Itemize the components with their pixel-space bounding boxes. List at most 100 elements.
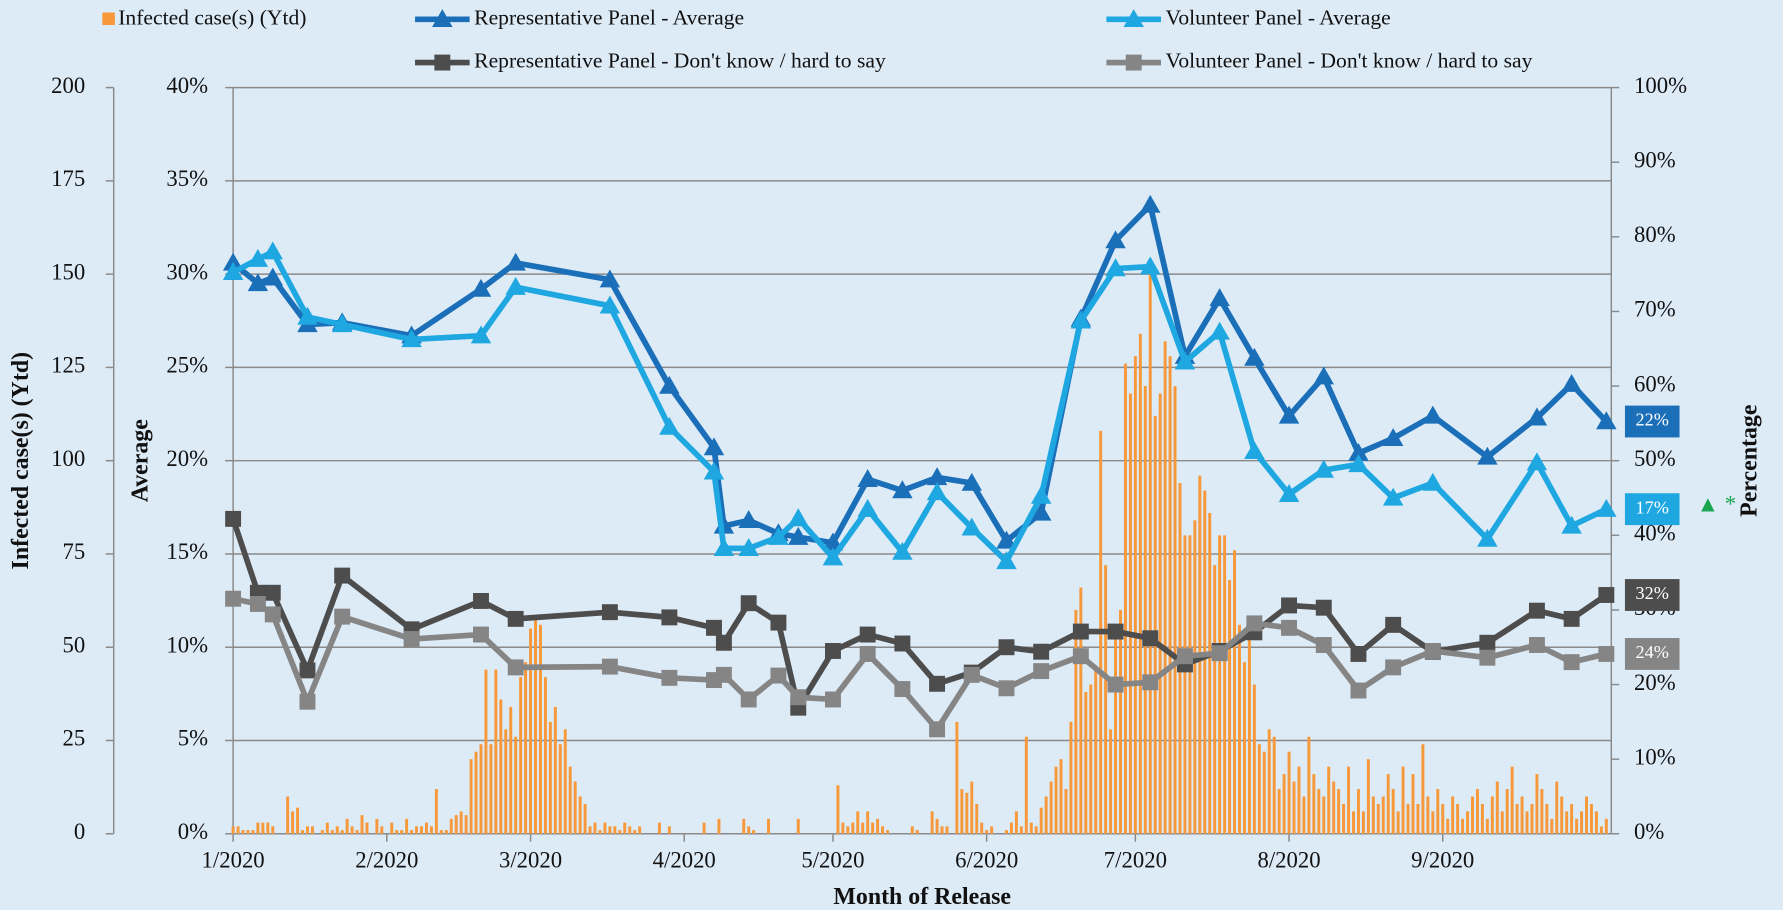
marker xyxy=(713,538,735,557)
marker xyxy=(599,295,621,314)
marker xyxy=(1140,256,1161,275)
marker xyxy=(1072,648,1089,665)
bar xyxy=(1094,669,1098,834)
marker xyxy=(738,510,759,529)
x-tick-label: 9/2020 xyxy=(1411,847,1474,872)
bar xyxy=(1133,356,1137,834)
bar xyxy=(1594,811,1598,834)
marker xyxy=(599,269,621,288)
bar xyxy=(871,822,875,834)
marker xyxy=(825,643,841,659)
marker xyxy=(857,469,878,488)
bar xyxy=(1530,803,1534,834)
bar xyxy=(1049,781,1053,834)
marker xyxy=(1477,528,1498,547)
marker xyxy=(1596,498,1617,517)
legend-label: Volunteer Panel - Average xyxy=(1166,5,1391,29)
bar xyxy=(578,796,582,834)
marker xyxy=(1140,194,1161,213)
bar xyxy=(702,822,706,834)
end-label: 17% xyxy=(1636,497,1669,517)
bar xyxy=(1079,587,1083,834)
marker xyxy=(659,375,680,394)
marker xyxy=(1422,472,1444,491)
x-tick-label: 1/2020 xyxy=(202,847,265,872)
x-tick-label: 6/2020 xyxy=(955,847,1018,872)
bar xyxy=(841,822,845,834)
bar xyxy=(1252,684,1256,834)
marker xyxy=(1281,597,1298,614)
bar xyxy=(1292,781,1296,834)
marker xyxy=(262,241,284,260)
bar xyxy=(529,628,533,834)
bar xyxy=(1421,744,1425,834)
bar xyxy=(573,781,577,834)
bar xyxy=(345,818,349,834)
end-label: 24% xyxy=(1636,642,1669,662)
bar xyxy=(1540,789,1544,834)
marker xyxy=(1030,485,1052,504)
bar xyxy=(256,822,260,834)
marker xyxy=(1033,643,1050,660)
marker xyxy=(225,510,242,527)
bar xyxy=(856,811,860,834)
marker xyxy=(1348,454,1369,473)
marker xyxy=(1030,502,1052,521)
marker xyxy=(706,619,722,636)
marker xyxy=(1209,288,1230,307)
y3-axis-title: Percentage xyxy=(1737,405,1763,517)
bar xyxy=(1034,826,1038,834)
bar xyxy=(1138,333,1142,834)
y-tick-label: 25 xyxy=(63,726,86,751)
bar xyxy=(1312,774,1316,834)
bar xyxy=(767,818,770,834)
marker xyxy=(225,590,242,607)
bar xyxy=(514,736,518,834)
bar xyxy=(1599,826,1603,834)
marker xyxy=(768,526,789,545)
marker xyxy=(1528,637,1545,653)
bar xyxy=(1302,796,1306,834)
y2-tick-label: 20% xyxy=(166,446,208,471)
bar xyxy=(1575,818,1579,834)
marker xyxy=(505,252,526,271)
marker xyxy=(1385,659,1402,676)
marker xyxy=(331,314,353,333)
bar xyxy=(429,826,433,834)
legend-label: Representative Panel - Average xyxy=(474,5,744,29)
bar xyxy=(1262,751,1266,834)
bar xyxy=(246,830,250,834)
bar xyxy=(1441,803,1445,834)
bar xyxy=(1193,520,1197,834)
y2-tick-label: 30% xyxy=(166,259,208,284)
marker xyxy=(297,306,318,325)
y2-tick-label: 15% xyxy=(166,539,208,564)
marker xyxy=(963,666,980,683)
bar xyxy=(524,662,528,834)
bar xyxy=(955,721,959,834)
bar xyxy=(434,789,438,834)
bar xyxy=(1337,789,1341,834)
marker xyxy=(1211,645,1228,662)
bar xyxy=(1589,803,1593,834)
legend-swatch xyxy=(102,12,115,26)
marker xyxy=(1105,258,1126,277)
bar xyxy=(1471,796,1474,834)
bar xyxy=(484,669,488,834)
marker xyxy=(1563,610,1580,627)
bar xyxy=(975,803,979,834)
marker xyxy=(1072,623,1089,640)
marker xyxy=(264,584,281,601)
y-tick-label: 150 xyxy=(51,259,85,284)
marker xyxy=(222,252,244,271)
bar xyxy=(1257,744,1261,834)
bar xyxy=(965,792,969,834)
bar xyxy=(593,822,597,834)
bar xyxy=(261,822,265,834)
bar xyxy=(1495,781,1499,834)
marker xyxy=(505,276,526,295)
bar xyxy=(1490,796,1494,834)
marker xyxy=(1244,441,1265,460)
bar xyxy=(489,744,493,834)
bar xyxy=(588,826,592,834)
